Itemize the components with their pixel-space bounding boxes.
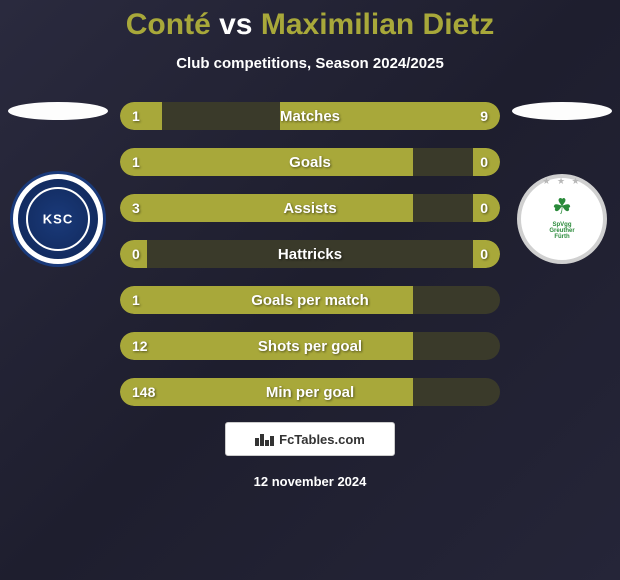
stat-value-right: 0 [480,200,488,216]
stat-value-left: 0 [132,246,140,262]
stat-row: 1 Goals per match [120,286,500,314]
stat-value-right: 0 [480,154,488,170]
page-title: Conté vs Maximilian Dietz [126,8,494,41]
stat-value-left: 12 [132,338,148,354]
player-left-column [8,102,108,264]
stat-bar-left [120,102,162,130]
stat-label: Matches [280,108,340,125]
stats-column: 1 9 Matches 1 0 Goals 3 0 Assists 0 0 Hattricks 1 Goa… [120,102,500,406]
stat-value-right: 0 [480,246,488,262]
stat-label: Goals [289,154,331,171]
bar-chart-icon [255,432,273,446]
avatar-placeholder-right [512,102,612,120]
stat-value-left: 3 [132,200,140,216]
stat-row: 148 Min per goal [120,378,500,406]
title-player2: Maximilian Dietz [261,8,494,41]
avatar-placeholder-left [8,102,108,120]
stat-row: 12 Shots per goal [120,332,500,360]
badge-right-text: SpVgg Greuther Fürth [549,222,574,240]
footer-brand-text: FcTables.com [279,432,365,447]
title-player1: Conté [126,8,211,41]
main-row: 1 9 Matches 1 0 Goals 3 0 Assists 0 0 Hattricks 1 Goa… [0,102,620,406]
title-vs: vs [219,8,252,41]
stat-value-left: 1 [132,154,140,170]
clover-icon: ☘ [552,194,572,220]
stat-value-left: 1 [132,108,140,124]
stat-row: 1 9 Matches [120,102,500,130]
stat-row: 3 0 Assists [120,194,500,222]
club-badge-left [13,174,103,264]
subtitle: Club competitions, Season 2024/2025 [176,55,444,72]
stat-value-left: 148 [132,384,155,400]
stat-label: Min per goal [266,384,354,401]
stat-label: Assists [283,200,336,217]
stat-row: 0 0 Hattricks [120,240,500,268]
stat-value-right: 9 [480,108,488,124]
player-right-column: ★ ★ ★ ☘ SpVgg Greuther Fürth [512,102,612,264]
stat-bar-left [120,194,413,222]
footer-brand-badge[interactable]: FcTables.com [225,422,395,456]
stat-value-left: 1 [132,292,140,308]
badge-stars-icon: ★ ★ ★ [542,176,581,187]
club-badge-right: ★ ★ ★ ☘ SpVgg Greuther Fürth [517,174,607,264]
stat-label: Hattricks [278,246,342,263]
stat-row: 1 0 Goals [120,148,500,176]
footer-date: 12 november 2024 [254,474,367,489]
stat-bar-left [120,148,413,176]
comparison-infographic: Conté vs Maximilian Dietz Club competiti… [0,0,620,580]
stat-label: Shots per goal [258,338,362,355]
stat-label: Goals per match [251,292,369,309]
